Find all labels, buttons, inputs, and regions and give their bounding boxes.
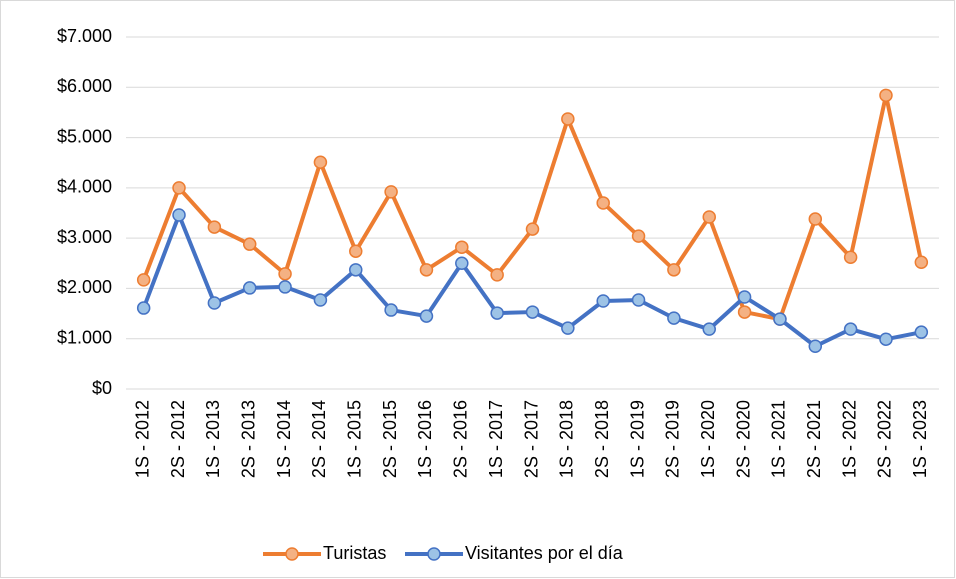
data-point	[737, 305, 752, 319]
x-tick-label: 1S - 2023	[910, 400, 930, 478]
data-point	[242, 281, 257, 295]
x-tick-label: 2S - 2022	[875, 400, 895, 478]
legend-marker	[427, 547, 441, 561]
legend-label: Visitantes por el día	[465, 543, 624, 563]
data-point	[242, 237, 257, 251]
y-tick-label: $6.000	[57, 76, 112, 96]
data-point	[313, 155, 328, 169]
data-point	[667, 263, 681, 277]
data-point	[172, 208, 186, 222]
x-tick-label: 1S - 2017	[486, 400, 506, 478]
data-point	[490, 268, 504, 282]
x-tick-label: 1S - 2019	[627, 400, 647, 478]
data-point	[207, 220, 222, 234]
data-point	[596, 196, 610, 210]
x-tick-label: 2S - 2013	[238, 400, 258, 478]
data-point	[879, 88, 893, 103]
data-point	[702, 322, 716, 336]
x-tick-label: 1S - 2021	[769, 400, 789, 478]
data-point	[278, 267, 292, 281]
data-point	[631, 229, 646, 243]
data-point	[631, 293, 646, 307]
data-point	[455, 240, 469, 254]
y-tick-label: $0	[92, 378, 112, 398]
data-point	[808, 339, 823, 354]
x-tick-label: 2S - 2018	[592, 400, 612, 478]
x-tick-label: 2S - 2020	[733, 400, 753, 478]
data-point	[419, 263, 434, 277]
data-point	[667, 311, 681, 325]
x-tick-label: 2S - 2017	[521, 400, 541, 478]
data-point	[525, 305, 540, 319]
data-point	[172, 181, 186, 195]
x-tick-label: 2S - 2014	[309, 400, 329, 478]
x-tick-label: 1S - 2015	[345, 400, 365, 478]
x-tick-label: 1S - 2016	[415, 400, 435, 478]
data-point	[455, 256, 469, 271]
y-tick-label: $5.000	[57, 126, 112, 146]
x-tick-label: 2S - 2021	[804, 400, 824, 478]
x-tick-label: 2S - 2012	[168, 400, 188, 478]
x-tick-label: 1S - 2018	[557, 400, 577, 478]
data-point	[349, 263, 363, 277]
data-point	[207, 296, 222, 310]
x-tick-label: 1S - 2020	[698, 400, 718, 478]
x-tick-label: 2S - 2016	[451, 400, 471, 478]
y-tick-label: $1.000	[57, 327, 112, 347]
data-point	[278, 280, 292, 294]
data-point	[419, 309, 434, 323]
data-point	[525, 222, 540, 236]
x-tick-label: 1S - 2013	[203, 400, 223, 478]
data-point	[914, 325, 929, 339]
data-point	[737, 290, 752, 304]
data-point	[349, 244, 363, 258]
data-point	[596, 294, 610, 308]
y-tick-label: $4.000	[57, 177, 112, 197]
data-point	[384, 185, 398, 199]
y-tick-label: $7.000	[57, 26, 112, 46]
data-point	[808, 212, 823, 226]
x-tick-label: 1S - 2012	[132, 400, 152, 478]
data-point	[843, 322, 858, 336]
data-point	[313, 293, 328, 307]
data-point	[490, 306, 504, 320]
data-point	[879, 332, 893, 346]
data-point	[384, 303, 398, 317]
data-point	[136, 273, 151, 287]
y-tick-label: $3.000	[57, 227, 112, 247]
x-tick-label: 2S - 2015	[380, 400, 400, 478]
legend-marker	[285, 547, 299, 561]
legend-label: Turistas	[323, 543, 386, 563]
data-point	[561, 321, 575, 335]
x-tick-label: 1S - 2014	[274, 400, 294, 478]
x-tick-label: 1S - 2022	[839, 400, 859, 478]
data-point	[561, 112, 575, 126]
y-tick-label: $2.000	[57, 277, 112, 297]
data-point	[136, 301, 151, 315]
data-point	[843, 250, 858, 265]
x-tick-label: 2S - 2019	[663, 400, 683, 478]
data-point	[702, 210, 716, 224]
data-point	[773, 312, 787, 326]
data-point	[914, 255, 929, 270]
